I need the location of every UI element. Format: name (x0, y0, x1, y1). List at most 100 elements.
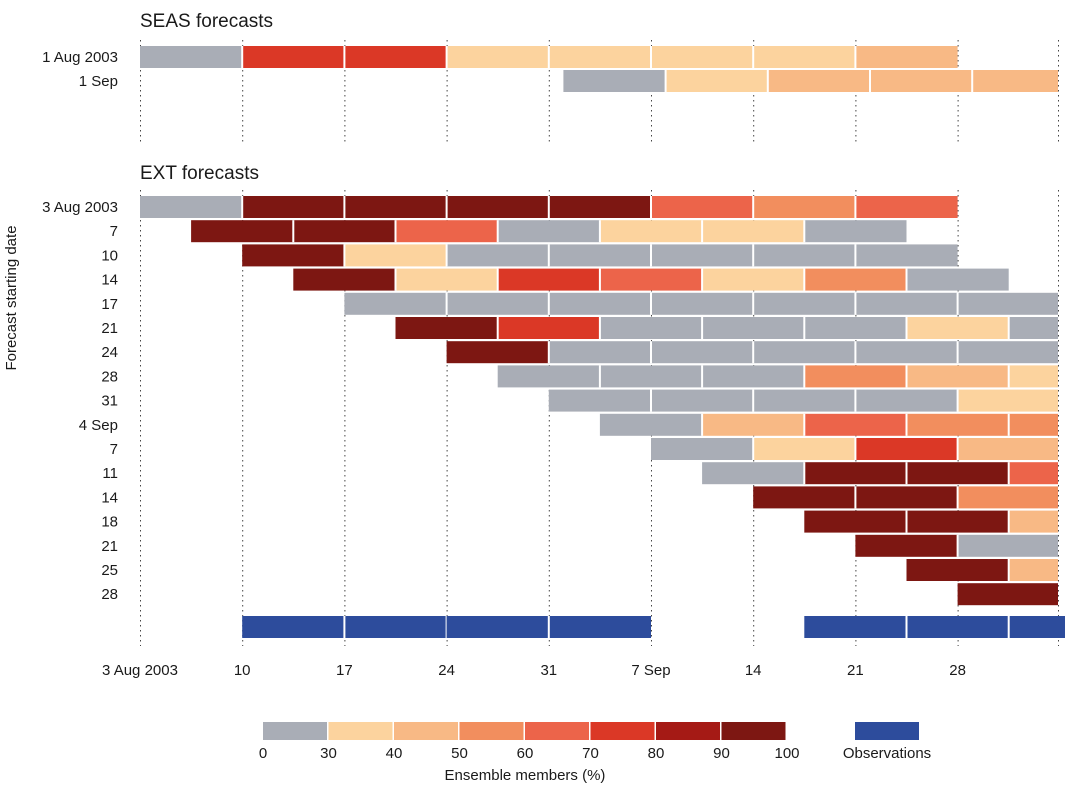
forecast-block (906, 462, 1009, 485)
legend-tick-label: 30 (320, 745, 337, 762)
legend-swatch (656, 722, 720, 740)
x-tick-label: 31 (540, 662, 557, 679)
observation-bars (242, 616, 1065, 638)
forecast-block (957, 341, 1058, 364)
legend-swatch (525, 722, 589, 740)
forecast-block (497, 268, 600, 291)
forecast-block (651, 292, 754, 315)
observation-block (242, 616, 345, 638)
forecast-block (651, 196, 754, 218)
observation-block (906, 616, 1009, 638)
legend-tick-label: 100 (774, 745, 799, 762)
forecast-block (702, 220, 805, 243)
forecast-block (1008, 510, 1058, 533)
forecast-block (497, 220, 600, 243)
forecast-block (957, 486, 1058, 509)
forecast-block (753, 196, 856, 218)
forecast-block (344, 292, 447, 315)
row-label: 4 Sep (79, 417, 118, 434)
forecast-block (344, 46, 447, 68)
forecast-block (548, 244, 651, 267)
legend-swatch (721, 722, 786, 740)
forecast-block (855, 438, 958, 460)
x-tick-label: 21 (847, 662, 864, 679)
observation-block (548, 616, 651, 638)
forecast-block (497, 365, 600, 388)
forecast-block (140, 46, 243, 68)
forecast-block (702, 462, 805, 485)
forecast-block (702, 317, 805, 339)
forecast-block (665, 70, 768, 92)
forecast-block (651, 341, 754, 364)
row-label: 17 (101, 296, 118, 313)
forecast-block (191, 220, 294, 243)
legend-observations-label: Observations (843, 745, 931, 762)
forecast-block (599, 220, 703, 243)
forecast-block (446, 46, 549, 68)
forecast-block (753, 341, 856, 364)
row-label: 1 Sep (79, 73, 118, 90)
row-label: 21 (101, 320, 118, 337)
forecast-block (702, 413, 805, 436)
forecast-block (855, 389, 958, 412)
row-label: 18 (101, 514, 118, 531)
forecast-block (957, 389, 1058, 412)
forecast-block (446, 244, 549, 267)
forecast-block (599, 413, 703, 436)
row-label: 3 Aug 2003 (42, 199, 118, 216)
forecast-block (344, 244, 447, 267)
forecast-block (906, 510, 1009, 533)
forecast-block (1008, 462, 1058, 485)
row-label: 31 (101, 393, 118, 410)
forecast-block (870, 70, 973, 92)
forecast-block (293, 268, 396, 291)
x-tick-label: 7 Sep (631, 662, 670, 679)
legend-title: Ensemble members (%) (445, 767, 606, 784)
row-label: 28 (101, 368, 118, 385)
y-axis-label: Forecast starting date (3, 225, 20, 370)
x-tick-label: 14 (745, 662, 762, 679)
forecast-block (957, 534, 1058, 557)
forecast-block (753, 486, 856, 509)
row-label: 21 (101, 538, 118, 555)
forecast-block (855, 292, 958, 315)
forecast-block (855, 244, 958, 267)
observation-block (344, 616, 447, 638)
forecast-block (804, 317, 907, 339)
legend-tick-label: 90 (713, 745, 730, 762)
observation-block (804, 616, 907, 638)
row-label: 7 (110, 441, 118, 458)
forecast-block (599, 317, 703, 339)
forecast-block (446, 292, 549, 315)
forecast-block (957, 583, 1058, 606)
forecast-block (599, 268, 703, 291)
row-label: 25 (101, 562, 118, 579)
forecast-block (906, 365, 1009, 388)
forecast-block (804, 462, 907, 485)
forecast-block (906, 559, 1009, 581)
forecast-block (293, 220, 396, 243)
forecast-block (446, 196, 549, 218)
legend: 0 30 40 50 60 70 80 90 100 Ensemble members (%) Ob… (259, 722, 931, 784)
forecast-block (753, 292, 856, 315)
forecast-block (1008, 413, 1058, 436)
forecast-block (702, 365, 805, 388)
forecast-block (242, 46, 345, 68)
observation-block (446, 616, 549, 638)
forecast-block (548, 341, 651, 364)
forecast-block (753, 438, 856, 460)
legend-swatch (590, 722, 655, 740)
x-tick-label: 3 Aug 2003 (102, 662, 178, 679)
legend-tick-label: 0 (259, 745, 267, 762)
legend-tick-label: 70 (582, 745, 599, 762)
forecast-block (344, 196, 447, 218)
section-title: SEAS forecasts (140, 11, 273, 32)
forecast-block (906, 413, 1009, 436)
forecast-block (1008, 559, 1058, 581)
x-axis-tick-labels: 3 Aug 2003 10 17 24 31 7 Sep 14 21 28 (102, 662, 966, 679)
forecast-block (804, 268, 907, 291)
forecast-block (242, 196, 345, 218)
forecast-block (651, 389, 754, 412)
forecast-block (548, 46, 651, 68)
forecast-block (957, 438, 1058, 460)
